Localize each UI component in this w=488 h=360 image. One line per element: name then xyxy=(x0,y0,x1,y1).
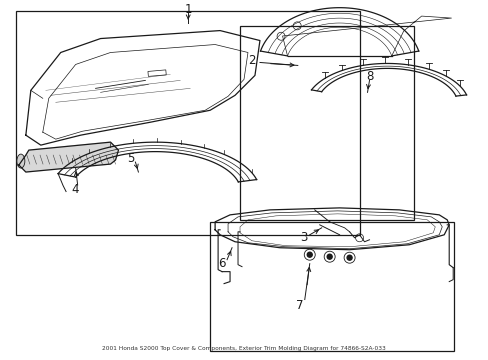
Circle shape xyxy=(306,252,312,257)
Bar xyxy=(16,11,359,235)
Polygon shape xyxy=(19,142,118,172)
Circle shape xyxy=(326,254,331,259)
Circle shape xyxy=(346,255,351,260)
Text: 7: 7 xyxy=(295,299,303,312)
Bar xyxy=(210,222,453,351)
Bar xyxy=(240,26,413,220)
Text: 8: 8 xyxy=(365,70,372,83)
Text: 3: 3 xyxy=(300,231,307,244)
Ellipse shape xyxy=(17,154,25,168)
Bar xyxy=(148,70,166,76)
Text: 6: 6 xyxy=(218,257,225,270)
Text: 2: 2 xyxy=(248,54,255,67)
Text: 4: 4 xyxy=(71,184,78,197)
Text: 5: 5 xyxy=(126,152,134,165)
Text: 1: 1 xyxy=(184,3,192,16)
Text: 2001 Honda S2000 Top Cover & Components, Exterior Trim Molding Diagram for 74866: 2001 Honda S2000 Top Cover & Components,… xyxy=(102,346,385,351)
